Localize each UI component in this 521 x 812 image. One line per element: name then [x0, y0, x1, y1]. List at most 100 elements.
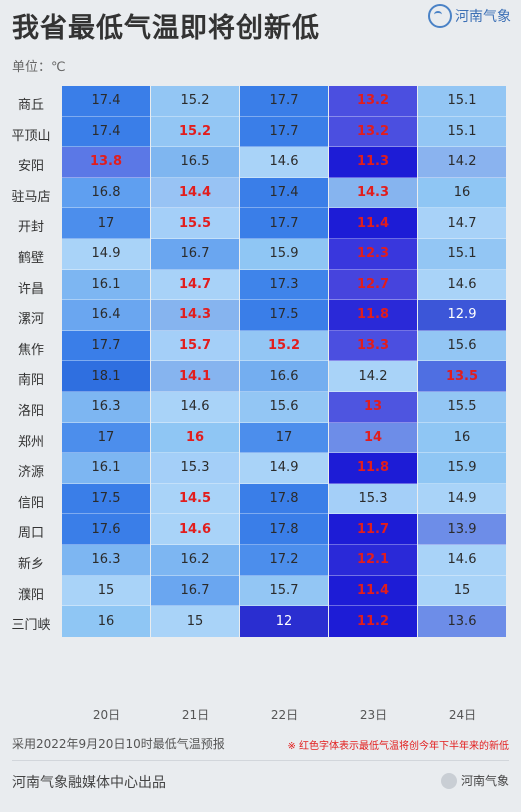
city-label: 济源: [17, 465, 44, 481]
temperature-cell: 15.7: [240, 575, 328, 607]
table-row: 17.5 14.5 17.8 15.3 14.9: [62, 483, 507, 515]
city-label: 信阳: [17, 495, 44, 511]
table-row: 16.8 14.4 17.4 14.3 16: [62, 177, 507, 209]
temperature-cell: 11.8: [329, 453, 417, 484]
temperature-cell: 15.5: [151, 208, 239, 239]
temperature-cell: 17: [62, 208, 150, 239]
temperature-cell: 16.7: [151, 575, 239, 607]
table-row: 14.9 16.7 15.9 12.3 15.1: [62, 238, 507, 270]
city-label: 漯河: [17, 312, 44, 328]
city-label: 开封: [17, 220, 44, 236]
temperature-cell: 14.6: [151, 514, 239, 545]
table-row: 16.1 14.7 17.3 12.7 14.6: [62, 269, 507, 301]
temperature-cell: 16.2: [151, 544, 239, 576]
temperature-cell: 17: [62, 422, 150, 454]
city-label: 三门峡: [11, 618, 51, 634]
temperature-cell: 16.1: [62, 453, 150, 484]
temperature-cell: 17.4: [62, 116, 150, 148]
temperature-cell: 16: [418, 422, 506, 454]
temperature-cell: 14.6: [418, 544, 506, 576]
table-row: 16.3 16.2 17.2 12.1 14.6: [62, 544, 507, 576]
brand-logo: 河南气象: [428, 4, 511, 28]
wechat-label: 河南气象: [460, 774, 509, 788]
table-row: 17 15.5 17.7 11.4 14.7: [62, 208, 507, 239]
brand-logo-text: 河南气象: [455, 9, 511, 25]
date-label: 24日: [448, 708, 477, 722]
table-row: 13.8 16.5 14.6 11.3 14.2: [62, 147, 507, 178]
temperature-cell: 11.4: [329, 208, 417, 239]
temperature-cell: 13.2: [329, 116, 417, 148]
temperature-cell: 14.6: [240, 147, 328, 178]
date-axis: 20日 21日 22日 23日 24日: [62, 706, 507, 723]
temperature-cell: 11.2: [329, 606, 417, 637]
temperature-cell: 16: [62, 606, 150, 637]
temperature-cell: 15.1: [418, 238, 506, 270]
table-row: 18.1 14.1 16.6 14.2 13.5: [62, 361, 507, 392]
temperature-cell: 16.4: [62, 300, 150, 331]
temperature-cell: 11.3: [329, 147, 417, 178]
temperature-cell: 12.9: [418, 300, 506, 331]
temperature-cell: 15.1: [418, 116, 506, 148]
temperature-cell: 16.7: [151, 238, 239, 270]
temperature-cell: 15.6: [240, 391, 328, 423]
city-label: 鹤壁: [17, 251, 44, 266]
temperature-cell: 14.3: [151, 300, 239, 331]
temperature-cell: 11.7: [329, 514, 417, 545]
temperature-cell: 15: [62, 575, 150, 607]
temperature-cell: 16.3: [62, 391, 150, 423]
temperature-cell: 11.8: [329, 300, 417, 331]
table-row: 16.3 14.6 15.6 13 15.5: [62, 391, 507, 423]
temperature-cell: 17: [240, 422, 328, 454]
divider: [12, 760, 509, 761]
temperature-cell: 17.5: [62, 483, 150, 515]
temperature-cell: 13.2: [329, 86, 417, 117]
temperature-cell: 17.6: [62, 514, 150, 545]
table-row: 17.7 15.7 15.2 13.3 15.6: [62, 330, 507, 362]
temperature-cell: 13: [329, 391, 417, 423]
city-label: 南阳: [17, 373, 44, 389]
temperature-table: 17.4 15.2 17.7 13.2 15.1 17.4 15.2 17.7 13.2 15.1…: [62, 86, 507, 637]
city-label: 商丘: [17, 98, 44, 113]
temperature-cell: 13.6: [418, 606, 506, 637]
temperature-cell: 12.3: [329, 238, 417, 270]
cloud-icon: [428, 4, 452, 28]
temperature-cell: 14.2: [418, 147, 506, 178]
temperature-cell: 12: [240, 606, 328, 637]
temperature-cell: 15.6: [418, 330, 506, 362]
city-label: 新乡: [17, 557, 44, 572]
temperature-cell: 13.5: [418, 361, 506, 392]
temperature-cell: 14: [329, 422, 417, 454]
temperature-cell: 17.8: [240, 483, 328, 515]
table-row: 16 15 12 11.2 13.6: [62, 606, 507, 637]
city-label: 濮阳: [17, 587, 44, 603]
city-label: 洛阳: [17, 404, 44, 419]
city-label: 焦作: [17, 342, 44, 358]
temperature-cell: 14.2: [329, 361, 417, 392]
table-row: 17 16 17 14 16: [62, 422, 507, 454]
temperature-cell: 17.7: [240, 116, 328, 148]
legend-note: ※ 红色字体表示最低气温将创今年下半年来的新低: [287, 741, 509, 752]
temperature-cell: 17.4: [62, 86, 150, 117]
temperature-cell: 15.3: [151, 453, 239, 484]
date-label: 23日: [359, 708, 388, 722]
temperature-cell: 13.8: [62, 147, 150, 178]
temperature-cell: 14.6: [151, 391, 239, 423]
city-label: 平顶山: [11, 128, 51, 144]
date-label: 20日: [92, 708, 121, 722]
temperature-cell: 14.6: [418, 269, 506, 301]
temperature-cell: 17.7: [240, 208, 328, 239]
temperature-cell: 17.4: [240, 177, 328, 209]
temperature-cell: 15: [151, 606, 239, 637]
city-label: 郑州: [17, 434, 44, 450]
date-label: 21日: [181, 708, 210, 722]
table-row: 17.4 15.2 17.7 13.2 15.1: [62, 86, 507, 117]
table-row: 15 16.7 15.7 11.4 15: [62, 575, 507, 607]
temperature-cell: 14.9: [418, 483, 506, 515]
temperature-cell: 17.7: [62, 330, 150, 362]
temperature-cell: 15.5: [418, 391, 506, 423]
unit-label: 单位：℃: [12, 60, 66, 75]
temperature-cell: 16.8: [62, 177, 150, 209]
temperature-cell: 16.1: [62, 269, 150, 301]
temperature-cell: 15.2: [151, 86, 239, 117]
table-row: 17.6 14.6 17.8 11.7 13.9: [62, 514, 507, 545]
